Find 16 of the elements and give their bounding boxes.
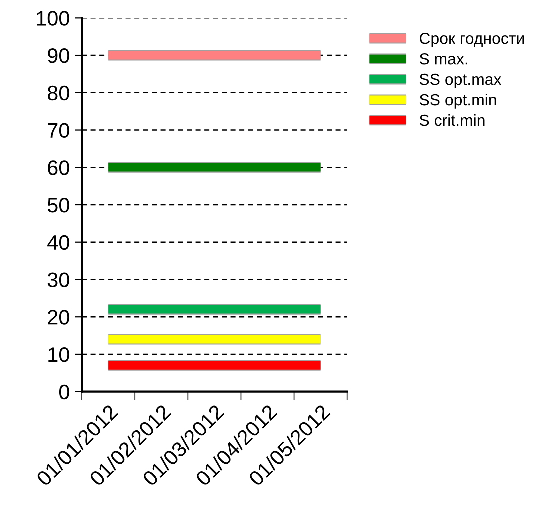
y-tick-label: 90 [48, 48, 70, 64]
y-tick-label: 50 [48, 198, 70, 213]
y-tick-label: 100 [37, 11, 70, 26]
y-tick-label: 60 [48, 160, 70, 176]
y-tick-label: 20 [48, 310, 70, 325]
legend-label: S max. [420, 53, 468, 65]
y-tick-label: 30 [48, 272, 70, 288]
y-tick-label: 80 [48, 86, 70, 101]
legend-label: S crit.min [420, 114, 485, 126]
y-tick-label: 70 [48, 123, 70, 138]
y-tick-label: 0 [59, 384, 70, 400]
legend-label: SS opt.min [420, 94, 496, 109]
legend-label: Срок годности [420, 32, 524, 48]
y-tick-label: 10 [48, 347, 70, 362]
y-tick-label: 40 [48, 235, 70, 250]
legend-label: SS opt.max [420, 74, 502, 88]
